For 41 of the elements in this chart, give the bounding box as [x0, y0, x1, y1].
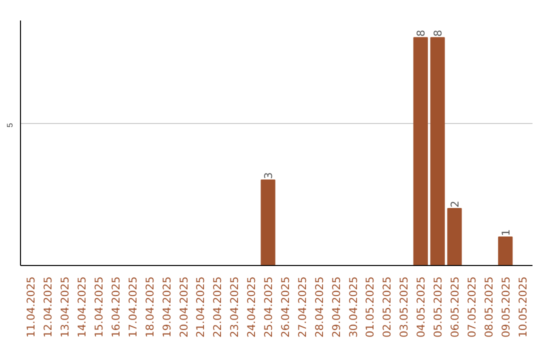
- bar: [260, 180, 276, 266]
- x-tick-label: 27.04.2025: [296, 276, 309, 338]
- data-label: 1: [499, 229, 512, 236]
- x-tick-label: 09.05.2025: [499, 276, 512, 338]
- x-tick-label: 05.05.2025: [432, 276, 445, 338]
- x-tick-label: 26.04.2025: [278, 276, 292, 338]
- bar: [413, 37, 428, 266]
- bar: [430, 37, 445, 266]
- x-tick-label: 18.04.2025: [143, 276, 156, 338]
- x-tick-label: 25.04.2025: [262, 276, 276, 338]
- data-label: 3: [262, 172, 276, 180]
- x-tick-label: 16.04.2025: [109, 276, 122, 338]
- bar: [447, 208, 462, 266]
- x-tick-label: 04.05.2025: [414, 276, 428, 338]
- x-tick-label: 17.04.2025: [126, 276, 140, 338]
- x-tick-label: 14.04.2025: [76, 276, 89, 338]
- x-tick-label: 30.04.2025: [346, 276, 360, 338]
- x-tick-label: 06.05.2025: [448, 276, 462, 338]
- x-tick-label: 12.04.2025: [42, 276, 55, 338]
- x-tick-label: 19.04.2025: [160, 276, 174, 338]
- x-tick-label: 01.05.2025: [364, 276, 377, 338]
- data-label: 2: [448, 200, 462, 208]
- data-label: 8: [414, 30, 428, 37]
- x-tick-label: 15.04.2025: [92, 276, 106, 338]
- x-tick-label: 11.04.2025: [24, 276, 38, 338]
- x-tick-label: 24.04.2025: [245, 276, 258, 338]
- x-tick-label: 03.05.2025: [398, 276, 411, 338]
- data-label: 8: [432, 30, 445, 37]
- x-tick-label: 07.05.2025: [465, 276, 478, 338]
- x-tick-label: 20.04.2025: [177, 276, 190, 338]
- x-tick-label: 22.04.2025: [211, 276, 224, 338]
- bar: [498, 236, 513, 266]
- y-tick-label: 5: [6, 122, 14, 128]
- x-tick-label: 10.05.2025: [516, 276, 530, 338]
- x-tick-label: 02.05.2025: [380, 276, 394, 338]
- x-tick-label: 28.04.2025: [312, 276, 326, 338]
- x-tick-label: 23.04.2025: [228, 276, 242, 338]
- x-tick-label: 13.04.2025: [58, 276, 72, 338]
- x-tick-label: 08.05.2025: [482, 276, 496, 338]
- x-tick-label: 29.04.2025: [330, 276, 343, 338]
- x-tick-label: 21.04.2025: [194, 276, 208, 338]
